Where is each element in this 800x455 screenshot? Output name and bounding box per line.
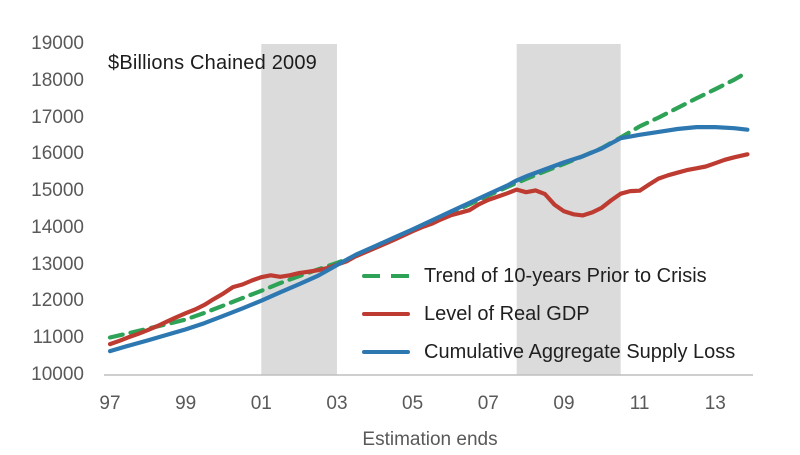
y-tick-label: 18000	[31, 69, 84, 91]
series-line-supply	[107, 124, 750, 354]
legend-label-gdp: Level of Real GDP	[424, 302, 590, 325]
x-tick-label: 99	[175, 393, 197, 414]
x-tick-label: 03	[326, 393, 348, 414]
x-axis-title: Estimation ends	[362, 429, 498, 450]
chart-title: $Billions Chained 2009	[108, 52, 317, 74]
y-tick-label: 10000	[31, 364, 84, 385]
x-tick-label: 13	[704, 393, 726, 414]
x-tick-label: 09	[553, 393, 575, 414]
legend-label-supply: Cumulative Aggregate Supply Loss	[424, 340, 736, 363]
trend-dashed-line-swatch	[362, 273, 410, 279]
legend-label-trend: Trend of 10-years Prior to Crisis	[424, 264, 707, 287]
legend: Trend of 10-years Prior to Crisis Level …	[362, 257, 735, 371]
y-tick-label: 11000	[32, 327, 84, 349]
y-tick-label: 19000	[31, 33, 84, 54]
recession-band	[516, 44, 621, 375]
y-tick-label: 12000	[31, 290, 84, 312]
x-tick-label: 97	[99, 393, 121, 414]
legend-item-supply: Cumulative Aggregate Supply Loss	[362, 333, 735, 371]
x-tick-label: 01	[250, 393, 272, 414]
supply-line-swatch	[362, 349, 410, 355]
recession-band	[261, 44, 337, 375]
legend-item-trend: Trend of 10-years Prior to Crisis	[362, 257, 735, 295]
y-tick-label: 16000	[31, 143, 84, 165]
y-tick-label: 17000	[31, 106, 84, 128]
legend-item-gdp: Level of Real GDP	[362, 295, 735, 333]
x-tick-label: 05	[402, 393, 424, 414]
x-tick-label: 07	[477, 393, 499, 414]
gdp-line-swatch	[362, 311, 410, 317]
y-tick-label: 15000	[31, 180, 84, 202]
x-tick-label: 11	[629, 393, 650, 414]
y-tick-label: 13000	[31, 253, 84, 275]
y-tick-label: 14000	[31, 216, 84, 238]
series-line-gdp	[107, 152, 750, 347]
